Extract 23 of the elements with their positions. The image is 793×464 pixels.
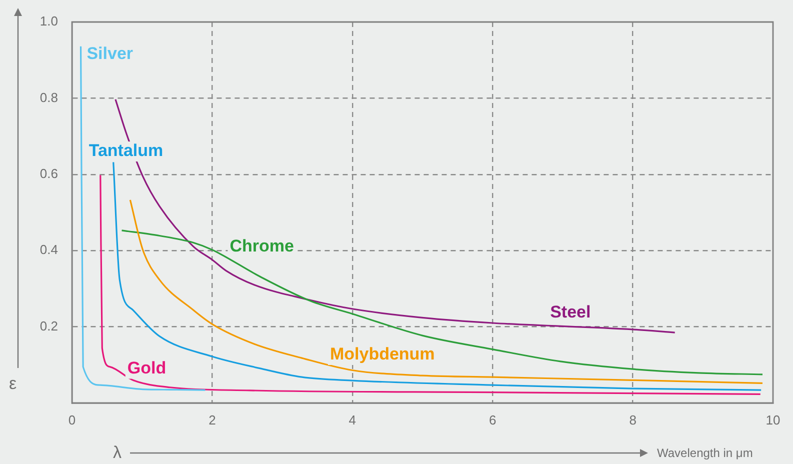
- series-label: Gold: [127, 358, 166, 378]
- x-tick-label: 0: [68, 412, 76, 428]
- series-label: Tantalum: [88, 141, 164, 160]
- line-series: [80, 46, 206, 391]
- x-tick-label: 6: [488, 412, 496, 428]
- x-tick-label: 2: [208, 412, 216, 428]
- series-label: Silver: [86, 44, 134, 64]
- series-label: Steel: [550, 302, 591, 322]
- line-series: [120, 230, 764, 376]
- x-tick-label: 8: [629, 412, 636, 428]
- y-tick-label: 0.4: [40, 242, 58, 258]
- series-label: Molybdenum: [330, 344, 435, 364]
- x-tick-label: 10: [766, 412, 780, 428]
- y-tick-label: 0.2: [40, 318, 58, 334]
- x-tick-label: 4: [348, 412, 356, 428]
- y-tick-label: 1.0: [40, 14, 58, 29]
- text: Wavelength in μm: [657, 446, 753, 460]
- x-axis-title: λ: [113, 443, 122, 463]
- series-label: Chrome: [230, 236, 294, 256]
- y-axis-title: ε: [9, 374, 17, 394]
- y-tick-label: 0.8: [40, 90, 58, 105]
- line-series: [129, 199, 764, 384]
- y-tick-label: 0.6: [40, 166, 58, 181]
